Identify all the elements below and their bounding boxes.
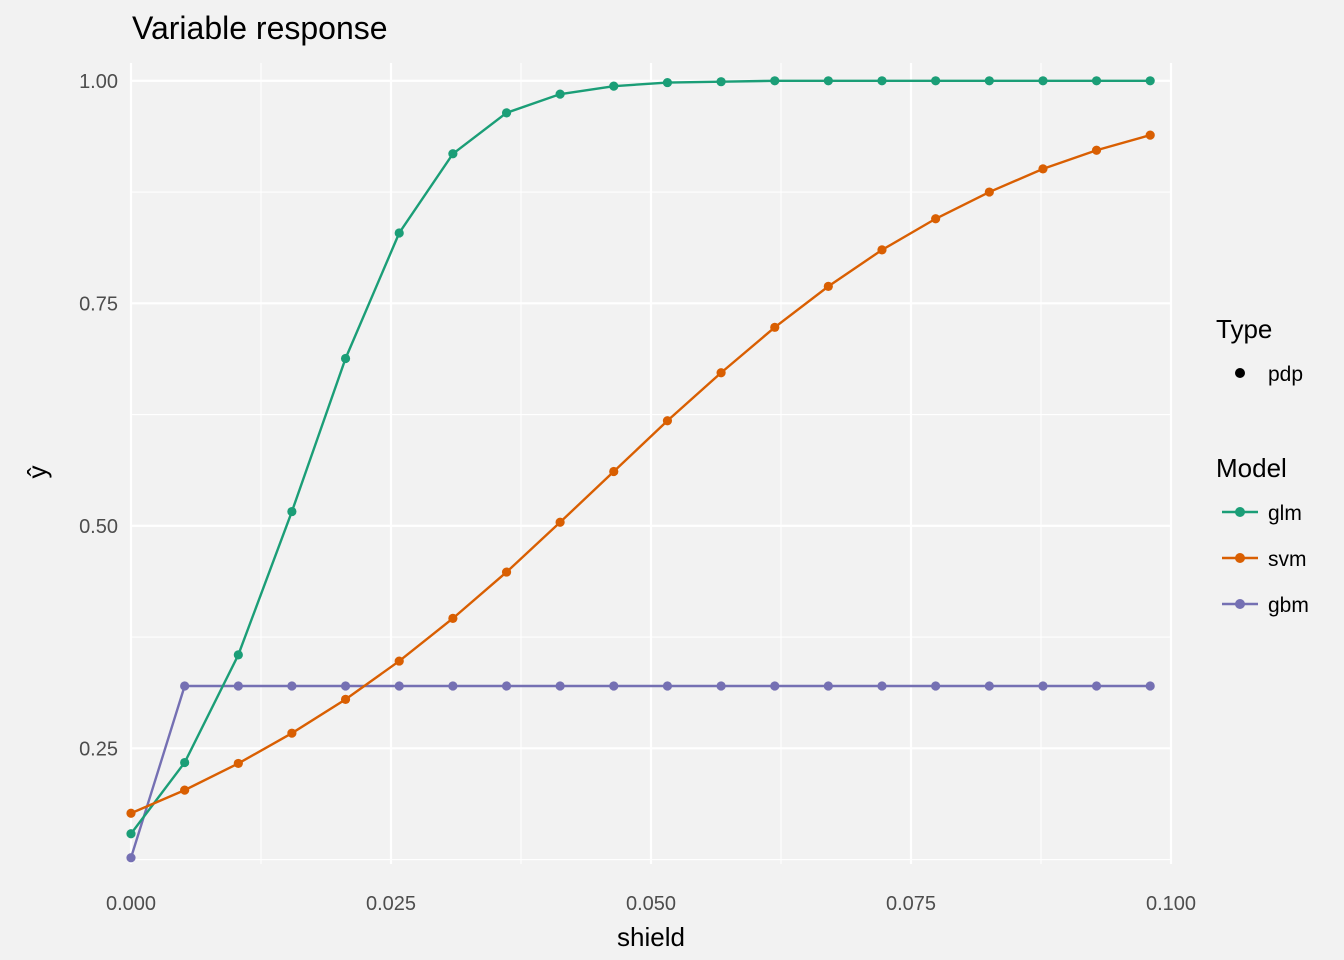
- data-point-gbm: [716, 681, 726, 691]
- data-point-glm: [716, 77, 726, 87]
- data-point-gbm: [340, 681, 351, 691]
- data-point-glm: [931, 76, 941, 86]
- y-tick-label: 0.50: [79, 516, 118, 538]
- data-point-svm: [555, 517, 565, 527]
- legend-entry-gbm: gbm: [1222, 594, 1309, 617]
- data-point-glm: [609, 81, 619, 91]
- data-point-glm: [287, 506, 297, 517]
- series-line-svm: [130, 133, 1151, 815]
- data-point-svm: [126, 808, 136, 818]
- data-point-glm: [1038, 76, 1048, 86]
- data-point-gbm: [823, 681, 833, 691]
- legend-key-point: [1235, 599, 1245, 609]
- y-tick-label: 0.75: [79, 293, 118, 315]
- data-point-gbm: [180, 681, 190, 691]
- data-point-svm: [1038, 164, 1048, 174]
- grid: [129, 63, 1173, 864]
- x-axis-ticks: 0.000 0.025 0.050 0.075 0.100: [106, 893, 1196, 915]
- legend-entry-svm: svm: [1222, 548, 1307, 571]
- data-point-svm: [287, 728, 297, 738]
- data-point-gbm: [1038, 681, 1048, 691]
- data-point-glm: [501, 108, 512, 118]
- legend-type-point: [1235, 368, 1245, 378]
- data-point-svm: [984, 187, 994, 197]
- legend-label-svm: svm: [1268, 548, 1307, 571]
- data-point-gbm: [877, 681, 887, 691]
- data-point-svm: [448, 613, 458, 623]
- data-point-glm: [770, 76, 780, 86]
- data-point-svm: [877, 245, 887, 255]
- legend-model-title: Model: [1216, 453, 1287, 483]
- x-tick-label: 0.050: [626, 893, 676, 915]
- data-point-gbm: [1145, 681, 1155, 691]
- y-axis-ticks: 0.25 0.50 0.75 1.00: [79, 71, 118, 760]
- series-gbm: [126, 681, 1155, 863]
- data-point-glm: [340, 353, 351, 364]
- data-point-gbm: [770, 681, 780, 691]
- chart-title: Variable response: [132, 10, 388, 46]
- data-point-glm: [394, 228, 404, 238]
- data-point-gbm: [555, 681, 565, 691]
- data-point-svm: [501, 567, 512, 577]
- data-point-gbm: [287, 681, 297, 691]
- series-line-glm: [130, 79, 1151, 835]
- data-point-gbm: [233, 681, 243, 691]
- legend-key-point: [1235, 507, 1245, 517]
- data-point-glm: [126, 829, 136, 839]
- data-point-svm: [233, 758, 243, 769]
- y-tick-label: 0.25: [79, 738, 118, 760]
- data-point-glm: [662, 77, 673, 88]
- y-axis-title: ŷ: [22, 466, 52, 479]
- data-point-glm: [823, 76, 833, 86]
- data-point-glm: [1145, 76, 1155, 86]
- data-point-gbm: [1091, 681, 1102, 691]
- legend: Type pdp Model glm svm gbm: [1216, 314, 1309, 617]
- data-point-glm: [984, 76, 994, 86]
- series-svm: [126, 130, 1155, 818]
- data-point-svm: [770, 322, 780, 332]
- data-point-gbm: [609, 681, 619, 691]
- legend-type-title: Type: [1216, 314, 1272, 344]
- series-line-gbm: [129, 684, 1151, 859]
- data-point-glm: [180, 757, 190, 768]
- data-point-gbm: [931, 681, 941, 691]
- data-point-gbm: [394, 681, 404, 691]
- data-point-svm: [662, 416, 673, 426]
- data-point-gbm: [662, 681, 673, 691]
- legend-label-glm: glm: [1268, 502, 1302, 525]
- x-tick-label: 0.075: [886, 893, 936, 915]
- data-point-svm: [823, 281, 833, 291]
- data-point-svm: [716, 368, 726, 378]
- series-layer: [126, 76, 1155, 863]
- data-point-glm: [877, 76, 887, 86]
- data-point-svm: [394, 656, 404, 666]
- y-tick-label: 1.00: [79, 71, 118, 93]
- legend-label-gbm: gbm: [1268, 594, 1309, 617]
- data-point-gbm: [984, 681, 994, 691]
- data-point-svm: [609, 466, 619, 477]
- data-point-gbm: [501, 681, 512, 691]
- legend-type-label: pdp: [1268, 363, 1303, 386]
- x-axis-title: shield: [617, 922, 685, 952]
- data-point-glm: [448, 149, 458, 159]
- data-point-gbm: [126, 853, 136, 863]
- data-point-glm: [555, 89, 565, 99]
- data-point-svm: [1145, 130, 1155, 140]
- data-point-svm: [931, 214, 941, 224]
- data-point-glm: [233, 650, 243, 660]
- legend-key-point: [1235, 553, 1245, 563]
- legend-model-entries: glm svm gbm: [1222, 502, 1309, 617]
- data-point-svm: [1091, 145, 1102, 155]
- x-tick-label: 0.100: [1146, 893, 1196, 915]
- data-point-gbm: [448, 681, 458, 691]
- data-point-svm: [180, 785, 190, 795]
- data-point-svm: [340, 694, 351, 704]
- series-glm: [126, 76, 1155, 839]
- data-point-glm: [1091, 76, 1102, 86]
- legend-entry-glm: glm: [1222, 502, 1302, 525]
- x-tick-label: 0.025: [366, 893, 416, 915]
- x-tick-label: 0.000: [106, 893, 156, 915]
